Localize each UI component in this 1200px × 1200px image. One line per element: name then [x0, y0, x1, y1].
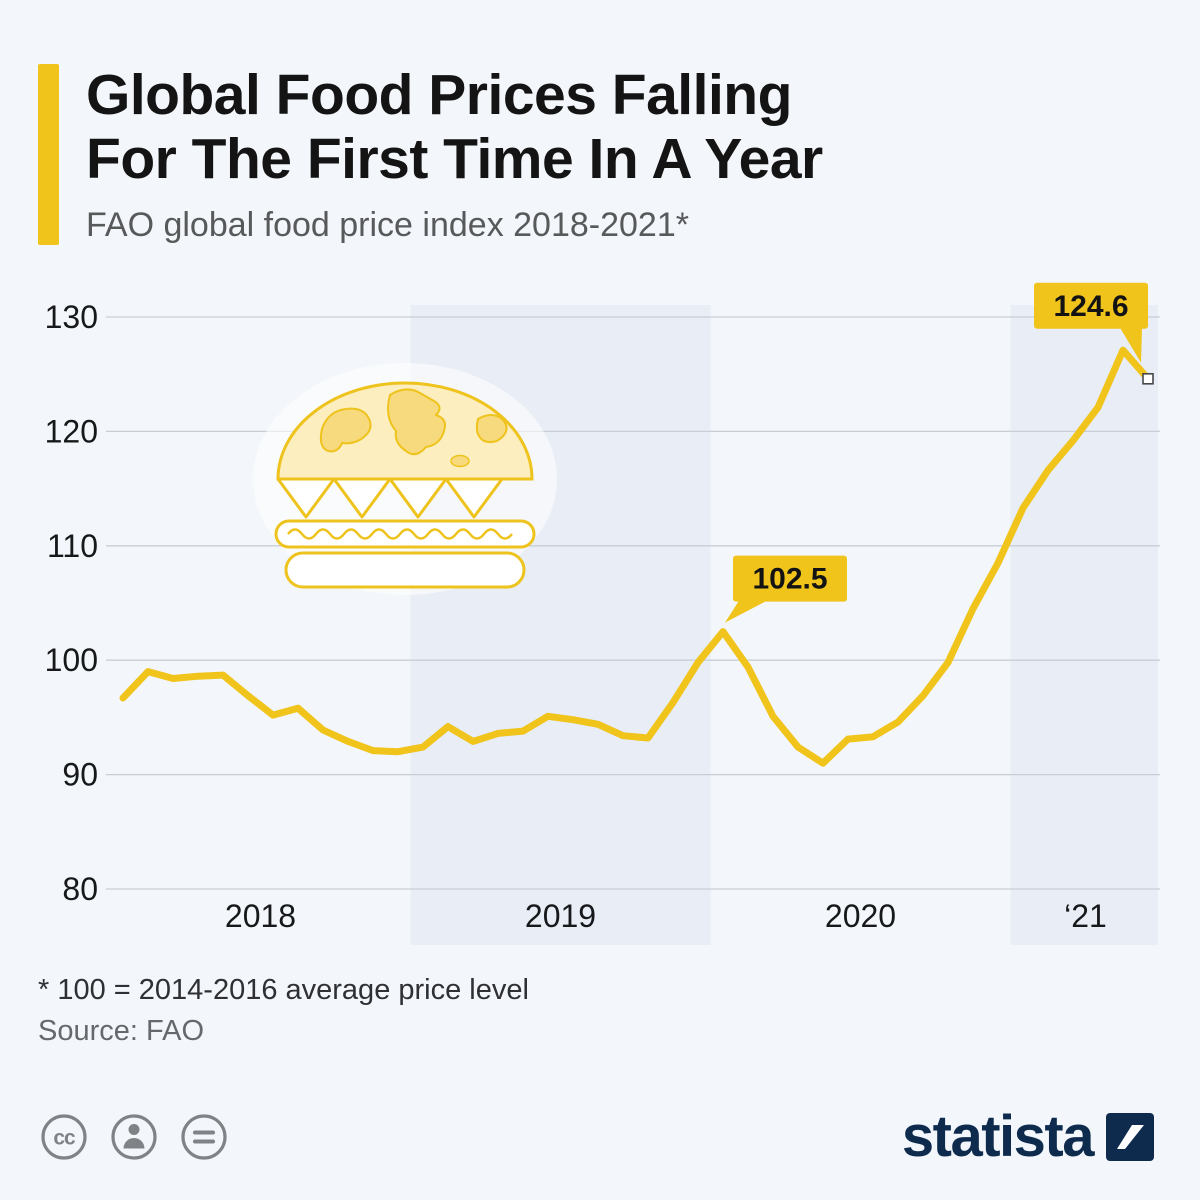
license-icons: cc: [41, 1114, 227, 1160]
y-axis-label: 130: [45, 299, 98, 335]
x-axis-label: ‘21: [1064, 898, 1107, 934]
callout-pointer: [1120, 327, 1142, 363]
attribution-person-icon: [111, 1114, 157, 1160]
header-text: Global Food Prices Falling For The First…: [86, 63, 823, 245]
statista-logo-icon: [1106, 1113, 1154, 1161]
cc-license-badges[interactable]: cc: [38, 1111, 250, 1163]
callout-pointer: [725, 600, 767, 623]
header: Global Food Prices Falling For The First…: [0, 0, 1200, 245]
food-price-line-chart: 80 90 100 110 120 130 2018 2019 2020 ‘21 102.5 124…: [45, 282, 1160, 945]
callout-label: 124.6: [1053, 289, 1128, 322]
burger-patty-wave: [287, 527, 513, 540]
chart-area: 80 90 100 110 120 130 2018 2019 2020 ‘21 102.5 124…: [38, 279, 1200, 964]
burger-globe-illustration: [253, 362, 557, 595]
globe-continent-africa-europe: [387, 388, 446, 455]
chart-subtitle: FAO global food price index 2018-2021*: [86, 205, 689, 244]
source-line: Source: FAO: [38, 1014, 205, 1047]
statista-wordmark: statista: [901, 1104, 1095, 1169]
burger-lettuce: [276, 477, 534, 519]
equals-nd-icon: [181, 1114, 227, 1160]
x-axis-label: 2020: [825, 898, 896, 934]
globe-continent-australia: [450, 454, 470, 467]
y-axis-label: 90: [62, 756, 98, 792]
callout-label: 102.5: [752, 562, 827, 595]
y-axis-label: 80: [62, 871, 98, 907]
callout-box: [733, 555, 847, 602]
y-axis-label: 110: [47, 527, 98, 563]
price-line: [119, 346, 1152, 767]
callout-box: [1034, 282, 1148, 329]
burger-bottom-bun: [284, 551, 526, 589]
page-title: Global Food Prices Falling For The First…: [86, 63, 823, 192]
burger-patty: [274, 519, 536, 549]
svg-text:cc: cc: [53, 1127, 76, 1150]
x-axis-label: 2019: [525, 898, 596, 934]
statista-logo[interactable]: statista: [902, 1108, 1154, 1166]
x-axis-label: 2018: [225, 898, 296, 934]
last-point-marker: [1142, 372, 1154, 385]
bottom-row: cc statista: [38, 1108, 1154, 1166]
y-axis-label: 100: [45, 642, 98, 678]
accent-bar: [38, 64, 59, 245]
globe-continent-americas: [319, 407, 372, 452]
title-line-2: For The First Time In A Year: [86, 126, 823, 191]
year-band: [1010, 304, 1158, 945]
index-footnote: * 100 = 2014-2016 average price level: [38, 973, 529, 1006]
globe-continent-asia: [475, 413, 508, 443]
cc-icon: cc: [41, 1114, 87, 1160]
y-axis-label: 120: [45, 413, 98, 449]
title-line-1: Global Food Prices Falling: [86, 63, 792, 127]
